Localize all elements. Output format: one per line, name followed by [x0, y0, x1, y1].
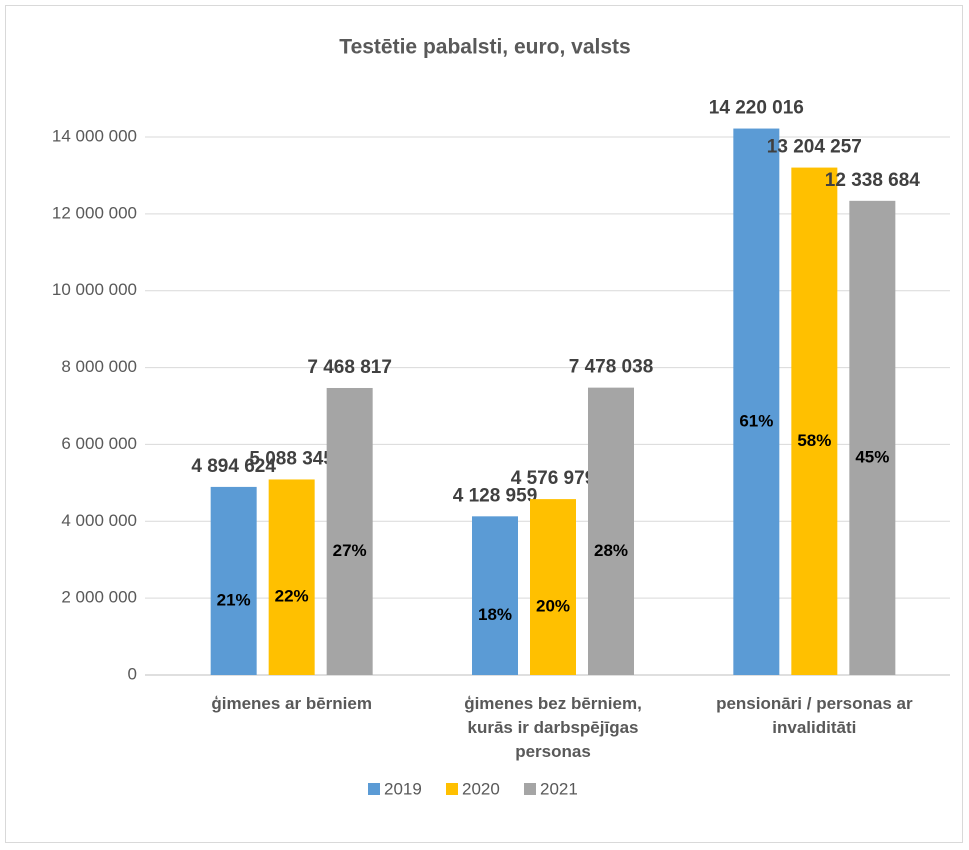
bar	[791, 167, 838, 675]
share-label: 20%	[536, 597, 570, 616]
value-label: 13 204 257	[767, 137, 862, 158]
value-label: 7 468 817	[307, 357, 392, 378]
share-label: 61%	[739, 411, 773, 430]
x-tick-label-box: ģimenes bez bērniem, kurās ir darbspējīg…	[464, 694, 642, 761]
share-label: 21%	[217, 590, 251, 609]
x-tick-label: pensionāri / personas ar invaliditāti	[716, 694, 913, 737]
share-label: 18%	[478, 605, 512, 624]
legend-label: 2021	[540, 779, 578, 798]
legend-swatch	[446, 783, 458, 795]
bar	[530, 499, 576, 675]
legend-label: 2019	[384, 779, 422, 798]
y-tick-label: 14 000 000	[52, 126, 137, 145]
share-label: 27%	[333, 541, 367, 560]
share-label: 22%	[275, 587, 309, 606]
value-label: 12 338 684	[825, 170, 921, 191]
legend-swatch	[524, 783, 536, 795]
bar	[472, 516, 518, 675]
chart-title: Testētie pabalsti, euro, valsts	[339, 36, 630, 59]
y-tick-label: 10 000 000	[52, 280, 137, 299]
y-tick-label: 4 000 000	[61, 511, 137, 530]
legend-label: 2020	[462, 779, 500, 798]
bar	[268, 479, 315, 675]
y-tick-label: 8 000 000	[61, 357, 137, 376]
y-tick-label: 0	[128, 664, 137, 683]
value-label: 5 088 345	[249, 448, 334, 469]
bar	[733, 128, 780, 675]
value-label: 7 478 038	[569, 357, 654, 378]
share-label: 58%	[797, 431, 831, 450]
value-label: 4 894 624	[191, 456, 276, 477]
bar	[849, 200, 896, 676]
value-label: 14 220 016	[709, 98, 804, 119]
x-tick-label-box: ģimenes ar bērniem	[211, 694, 372, 713]
legend-swatch	[368, 783, 380, 795]
x-tick-label: ģimenes ar bērniem	[211, 694, 372, 713]
share-label: 28%	[594, 541, 628, 560]
bar	[326, 387, 373, 675]
bar	[210, 486, 257, 675]
x-tick-label: ģimenes bez bērniem, kurās ir darbspējīg…	[464, 694, 642, 761]
y-tick-label: 2 000 000	[61, 588, 137, 607]
bar	[588, 387, 634, 675]
value-label: 4 128 959	[453, 485, 538, 506]
y-tick-label: 12 000 000	[52, 203, 137, 222]
y-tick-label: 6 000 000	[61, 434, 137, 453]
share-label: 45%	[855, 447, 889, 466]
value-label: 4 576 979	[511, 468, 596, 489]
x-tick-label-box: pensionāri / personas ar invaliditāti	[716, 694, 913, 737]
